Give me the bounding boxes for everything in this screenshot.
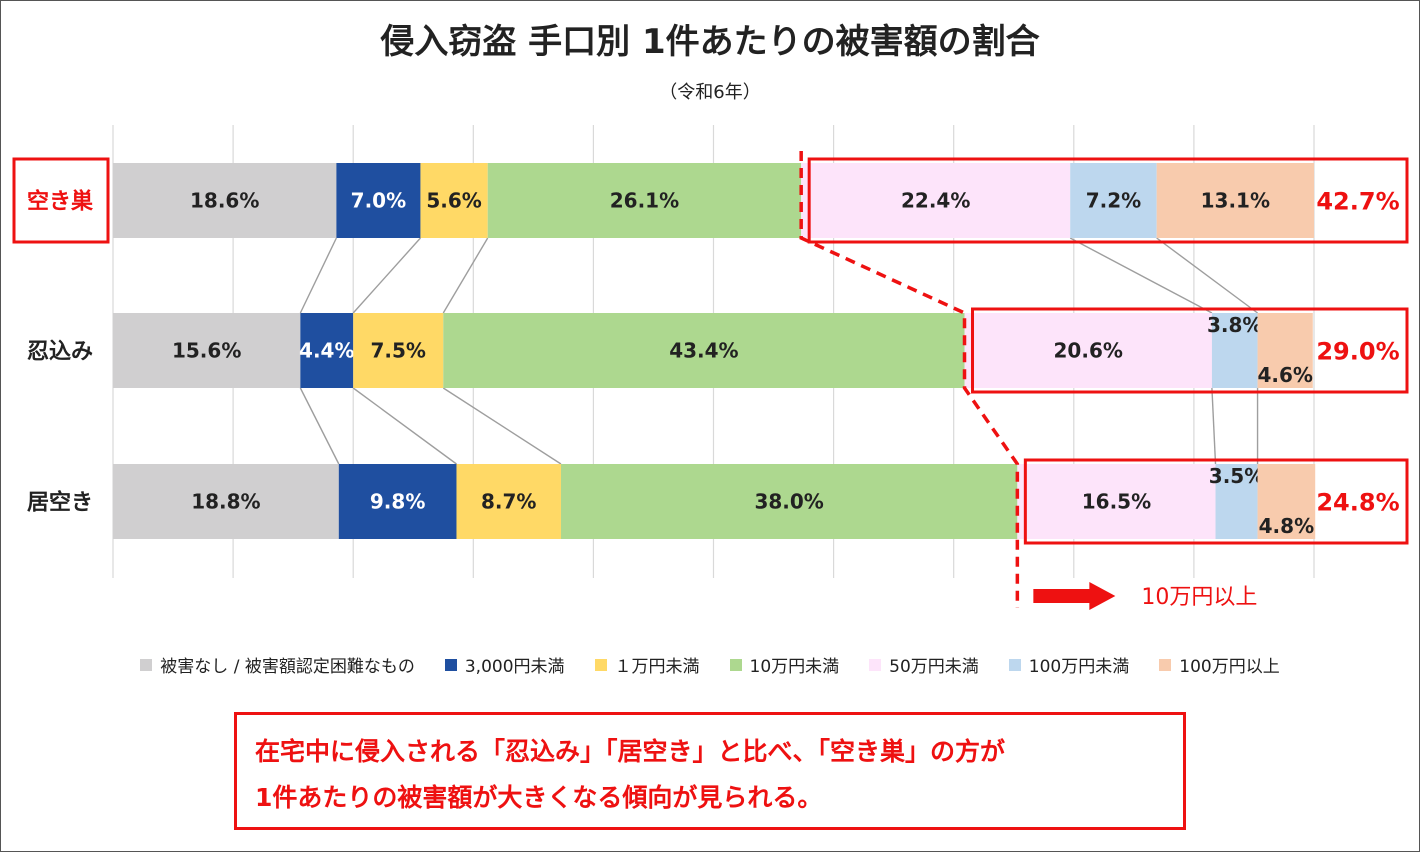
category-label: 忍込み <box>27 340 93 365</box>
bar-segment <box>300 313 354 388</box>
chart-legend: 被害なし / 被害額認定困難なもの 3,000円未満 １万円未満 10万円未満 50万円… <box>0 652 1420 677</box>
data-label: 8.7% <box>481 490 536 514</box>
data-label: 26.1% <box>610 189 679 213</box>
bar-segment <box>113 313 301 388</box>
legend-swatch <box>869 658 882 671</box>
data-label: 38.0% <box>754 490 823 514</box>
connector-lines <box>299 237 1259 465</box>
connector-line <box>299 237 338 314</box>
legend-label: １万円未満 <box>614 657 700 677</box>
data-label: 3.5% <box>1209 464 1264 488</box>
data-label: 15.6% <box>172 339 241 363</box>
bar-segment <box>487 163 802 238</box>
chart-title: 侵入窃盗 手口別 1件あたりの被害額の割合 <box>380 22 1040 62</box>
bar-segment <box>964 313 1212 388</box>
bar-segment <box>1156 163 1314 238</box>
legend-swatch <box>444 658 457 671</box>
legend-item: 3,000円未満 <box>444 652 565 677</box>
connector-line <box>352 387 457 465</box>
bar-segment <box>113 464 339 539</box>
legend-item: 被害なし / 被害額認定困難なもの <box>140 652 415 677</box>
legend-swatch <box>1008 658 1021 671</box>
total-label: 42.7% <box>1316 188 1399 216</box>
data-label: 16.5% <box>1082 490 1151 514</box>
data-label: 3.8% <box>1207 313 1262 337</box>
legend-label: 50万円未満 <box>889 657 979 677</box>
legend-item: １万円未満 <box>594 652 700 677</box>
category-label: 空き巣 <box>27 189 94 215</box>
bar-segment <box>420 163 488 238</box>
category-label: 居空き <box>27 490 93 516</box>
bar-segment <box>353 313 444 388</box>
data-label: 7.5% <box>371 339 426 363</box>
legend-item: 10万円未満 <box>729 652 840 677</box>
data-label: 20.6% <box>1054 339 1123 363</box>
data-label: 4.8% <box>1259 514 1314 538</box>
bar-segment <box>1211 313 1258 388</box>
bar-segment <box>336 163 421 238</box>
legend-label: 100万円以上 <box>1179 657 1280 677</box>
data-label: 9.8% <box>370 490 425 514</box>
legend-label: 100万円未満 <box>1028 657 1130 677</box>
annotation-label: 10万円以上 <box>1141 585 1257 610</box>
arrow-right-icon <box>1033 582 1116 610</box>
legend-item: 100万円未満 <box>1008 652 1130 677</box>
legend-swatch <box>594 658 607 671</box>
bars: 18.6% 7.0% 5.6% 26.1% 22.4% 7.2% 13.1% 空き巣 15.6%… <box>27 163 1316 539</box>
bar-segment <box>801 163 1071 238</box>
data-label: 5.6% <box>426 189 481 213</box>
category-highlight-box <box>12 157 110 244</box>
bar-segment <box>1215 464 1258 539</box>
data-label: 4.6% <box>1257 363 1312 387</box>
bar-segment <box>1070 163 1157 238</box>
bar-segment <box>1257 464 1316 539</box>
legend-item: 50万円未満 <box>869 652 979 677</box>
note-line-2: 1件あたりの被害額が大きくなる傾向が見られる。 <box>255 783 823 812</box>
bar-segment <box>1257 313 1313 388</box>
legend-swatch <box>729 658 742 671</box>
data-label: 43.4% <box>669 339 738 363</box>
data-label: 7.2% <box>1086 189 1141 213</box>
data-label: 18.6% <box>190 189 259 213</box>
legend-label: 被害なし / 被害額認定困難なもの <box>160 657 415 677</box>
legend-label: 10万円未満 <box>749 657 840 677</box>
bar-segment <box>560 464 1018 539</box>
connector-line <box>442 387 562 465</box>
highlight-box <box>1023 458 1409 545</box>
connector-line <box>1156 237 1258 314</box>
note-line-1: 在宅中に侵入される「忍込み」「居空き」と比べ、「空き巣」の方が <box>255 737 1006 766</box>
data-label: 13.1% <box>1201 189 1270 213</box>
connector-line <box>442 237 489 314</box>
chart-subtitle: （令和6年） <box>659 82 761 103</box>
highlight-box <box>971 307 1409 394</box>
bar-segment <box>456 464 561 539</box>
connector-line <box>1069 237 1213 314</box>
connector-line <box>299 387 340 465</box>
legend-swatch <box>1159 658 1172 671</box>
total-label: 24.8% <box>1316 489 1399 517</box>
note-box: 在宅中に侵入される「忍込み」「居空き」と比べ、「空き巣」の方が 1件あたりの被害… <box>234 712 1186 830</box>
divider-dashed-line <box>799 151 1020 608</box>
highlight-box <box>807 157 1409 244</box>
data-label: 22.4% <box>901 189 970 213</box>
connector-line <box>1211 387 1217 465</box>
highlight-overlay: 42.7% 29.0% 24.8% 10万円以上 <box>12 151 1409 610</box>
legend-label: 3,000円未満 <box>464 657 565 677</box>
data-label: 7.0% <box>351 189 406 213</box>
bar-segment <box>1017 464 1216 539</box>
stacked-bar-chart: 18.6% 7.0% 5.6% 26.1% 22.4% 7.2% 13.1% 空き巣 15.6%… <box>12 125 1409 610</box>
legend-item: 100万円以上 <box>1159 652 1280 677</box>
legend-swatch <box>140 658 153 671</box>
bar-segment <box>443 313 965 388</box>
bar-segment <box>338 464 457 539</box>
total-label: 29.0% <box>1316 338 1399 366</box>
data-label: 4.4% <box>299 339 354 363</box>
connector-line <box>352 237 421 314</box>
data-label: 18.8% <box>191 490 260 514</box>
bar-segment <box>113 163 337 238</box>
